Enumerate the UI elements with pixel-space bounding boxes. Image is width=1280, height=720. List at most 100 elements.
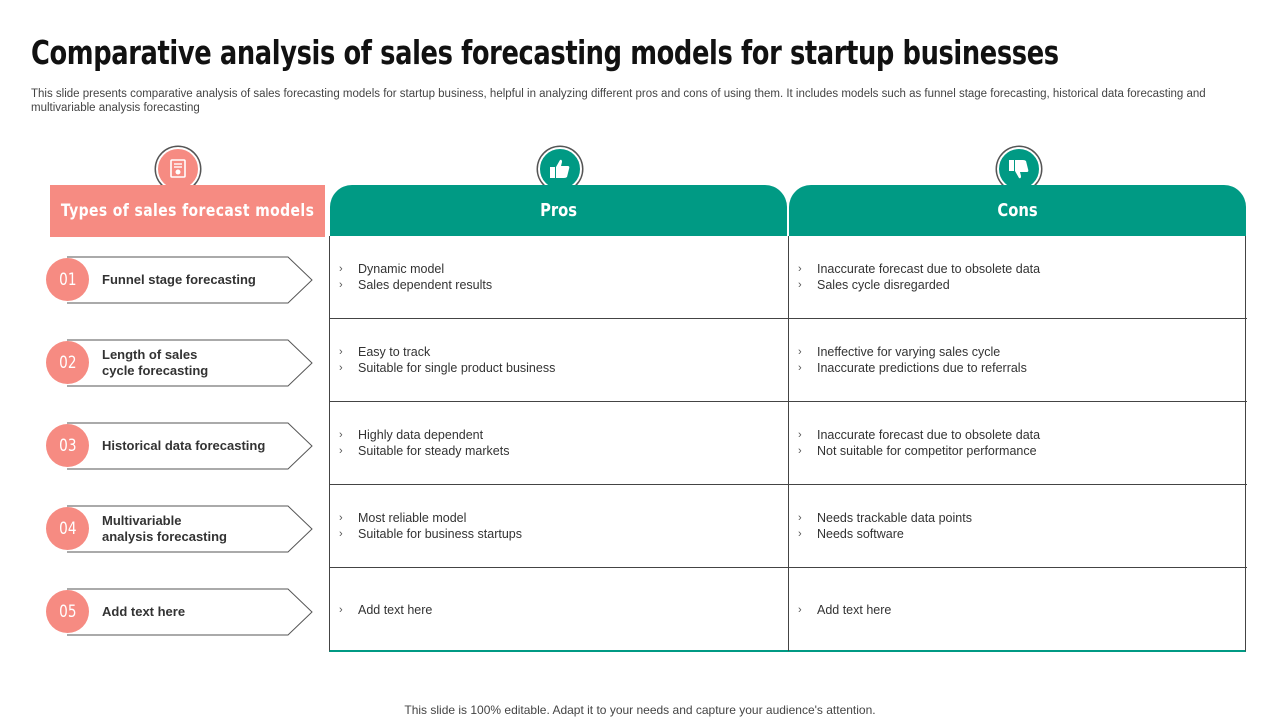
footer-note: This slide is 100% editable. Adapt it to… bbox=[404, 703, 876, 717]
types-header: Types of sales forecast models bbox=[50, 185, 325, 237]
pros-bullet: › Most reliable model bbox=[339, 510, 779, 526]
chevron-right-icon: › bbox=[798, 512, 802, 524]
chevron-right-icon: › bbox=[798, 263, 802, 275]
bullet-text: Add text here bbox=[358, 602, 433, 617]
bullet-text: Suitable for business startups bbox=[358, 527, 522, 541]
page-title: Comparative analysis of sales forecastin… bbox=[31, 33, 1059, 72]
model-label: Funnel stage forecasting bbox=[102, 272, 256, 287]
pros-bullet: › Dynamic model bbox=[339, 261, 779, 277]
chevron-right-icon: › bbox=[798, 346, 802, 358]
column-divider bbox=[788, 319, 789, 401]
pros-cell: › Most reliable model › Suitable for busine… bbox=[339, 485, 779, 567]
bullet-text: Add text here bbox=[817, 602, 892, 617]
pros-bullet: › Suitable for single product business bbox=[339, 360, 779, 376]
model-number: 04 bbox=[46, 507, 89, 550]
bullet-text: Easy to track bbox=[358, 345, 431, 359]
column-divider bbox=[788, 402, 789, 484]
model-item: 05 Add text here bbox=[46, 588, 316, 636]
pros-bullet: › Add text here bbox=[339, 602, 779, 618]
model-item: 03 Historical data forecasting bbox=[46, 422, 316, 470]
model-arrow-shape bbox=[67, 339, 313, 387]
cons-bullet: › Inaccurate predictions due to referrals bbox=[798, 360, 1238, 376]
chevron-right-icon: › bbox=[339, 512, 343, 524]
pros-cell: › Easy to track › Suitable for single produ… bbox=[339, 319, 779, 401]
pros-cell: › Add text here bbox=[339, 568, 779, 651]
model-item: 04 Multivariable analysis forecasting bbox=[46, 505, 316, 553]
model-number: 03 bbox=[46, 424, 89, 467]
chevron-right-icon: › bbox=[798, 445, 802, 457]
table-row: › Easy to track › Suitable for single produ… bbox=[330, 319, 1247, 402]
cons-bullet: › Sales cycle disregarded bbox=[798, 277, 1238, 293]
bullet-text: Not suitable for competitor performance bbox=[817, 444, 1037, 458]
bullet-text: Highly data dependent bbox=[358, 428, 484, 442]
column-divider bbox=[788, 568, 789, 651]
pros-bullet: › Easy to track bbox=[339, 344, 779, 360]
column-divider bbox=[788, 485, 789, 567]
chevron-right-icon: › bbox=[798, 362, 802, 374]
model-number: 01 bbox=[46, 258, 89, 301]
bullet-text: Dynamic model bbox=[358, 262, 445, 276]
page-subtitle: This slide presents comparative analysis… bbox=[31, 88, 1206, 114]
cons-bullet: › Needs software bbox=[798, 526, 1238, 542]
pros-header: Pros bbox=[330, 185, 787, 236]
pros-bullet: › Suitable for steady markets bbox=[339, 443, 779, 459]
model-label: Length of sales cycle forecasting bbox=[102, 347, 209, 378]
table-row: › Most reliable model › Suitable for busine… bbox=[330, 485, 1247, 568]
table-row: › Add text here › Add text here bbox=[330, 568, 1247, 651]
cons-header: Cons bbox=[789, 185, 1246, 236]
column-divider bbox=[788, 236, 789, 318]
cons-bullet: › Inaccurate forecast due to obsolete dat… bbox=[798, 427, 1238, 443]
chevron-right-icon: › bbox=[798, 429, 802, 441]
bullet-text: Inaccurate forecast due to obsolete data bbox=[817, 262, 1041, 276]
model-arrow-shape bbox=[67, 505, 313, 553]
cons-cell: › Ineffective for varying sales cycle › Ina… bbox=[798, 319, 1238, 401]
chevron-right-icon: › bbox=[798, 603, 802, 616]
bullet-text: Sales cycle disregarded bbox=[817, 278, 950, 292]
document-certificate-icon bbox=[156, 147, 200, 191]
model-label: Multivariable analysis forecasting bbox=[102, 513, 227, 544]
model-label: Add text here bbox=[102, 604, 186, 619]
model-number: 05 bbox=[46, 590, 89, 633]
chevron-right-icon: › bbox=[339, 362, 343, 374]
chevron-right-icon: › bbox=[339, 603, 343, 616]
bullet-text: Inaccurate forecast due to obsolete data bbox=[817, 428, 1041, 442]
model-arrow-shape bbox=[67, 588, 313, 636]
pros-bullet: › Highly data dependent bbox=[339, 427, 779, 443]
model-number: 02 bbox=[46, 341, 89, 384]
chevron-right-icon: › bbox=[798, 279, 802, 291]
cons-bullet: › Needs trackable data points bbox=[798, 510, 1238, 526]
bullet-text: Inaccurate predictions due to referrals bbox=[817, 361, 1027, 375]
model-arrow-shape bbox=[67, 256, 313, 304]
bullet-text: Ineffective for varying sales cycle bbox=[817, 345, 1001, 359]
bullet-text: Suitable for single product business bbox=[358, 361, 556, 375]
bullet-text: Needs software bbox=[817, 527, 904, 541]
pros-cell: › Highly data dependent › Suitable for stea… bbox=[339, 402, 779, 484]
cons-bullet: › Add text here bbox=[798, 602, 1238, 618]
chevron-right-icon: › bbox=[339, 429, 343, 441]
cons-bullet: › Inaccurate forecast due to obsolete dat… bbox=[798, 261, 1238, 277]
model-arrow-shape bbox=[67, 422, 313, 470]
pros-cell: › Dynamic model › Sales dependent results bbox=[339, 236, 779, 318]
chevron-right-icon: › bbox=[798, 528, 802, 540]
comparison-table: › Dynamic model › Sales dependent results › I… bbox=[329, 236, 1247, 652]
cons-cell: › Inaccurate forecast due to obsolete dat… bbox=[798, 236, 1238, 318]
chevron-right-icon: › bbox=[339, 346, 343, 358]
cons-cell: › Add text here bbox=[798, 568, 1238, 651]
model-item: 02 Length of sales cycle forecasting bbox=[46, 339, 316, 387]
bullet-text: Suitable for steady markets bbox=[358, 444, 510, 458]
thumbs-down-icon bbox=[997, 147, 1041, 191]
bullet-text: Needs trackable data points bbox=[817, 511, 972, 525]
model-item: 01 Funnel stage forecasting bbox=[46, 256, 316, 304]
pros-bullet: › Suitable for business startups bbox=[339, 526, 779, 542]
cons-cell: › Needs trackable data points › Needs softw… bbox=[798, 485, 1238, 567]
thumbs-up-icon bbox=[538, 147, 582, 191]
bullet-text: Sales dependent results bbox=[358, 278, 493, 292]
model-label: Historical data forecasting bbox=[102, 438, 266, 453]
cons-bullet: › Not suitable for competitor performance bbox=[798, 443, 1238, 459]
chevron-right-icon: › bbox=[339, 445, 343, 457]
table-row: › Highly data dependent › Suitable for stea… bbox=[330, 402, 1247, 485]
chevron-right-icon: › bbox=[339, 279, 343, 291]
chevron-right-icon: › bbox=[339, 528, 343, 540]
pros-bullet: › Sales dependent results bbox=[339, 277, 779, 293]
bullet-text: Most reliable model bbox=[358, 511, 467, 525]
